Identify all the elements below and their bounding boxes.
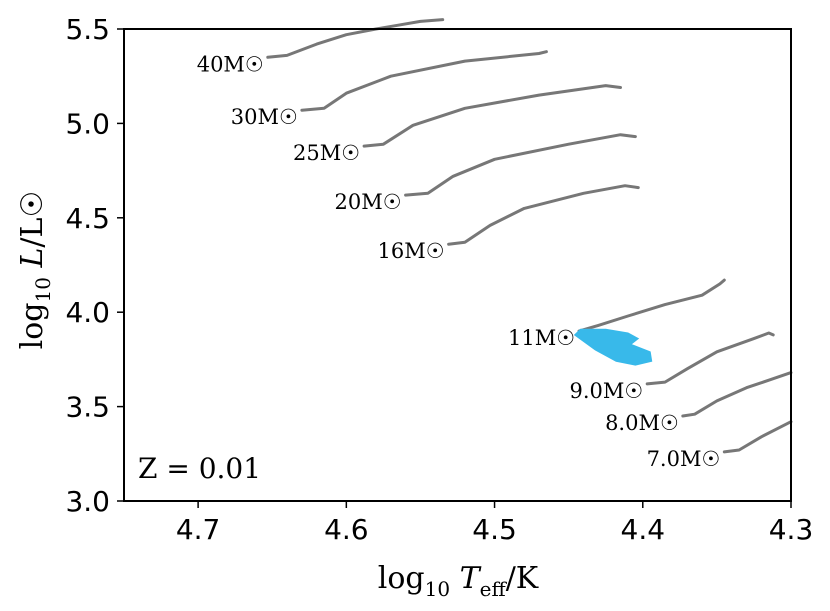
track-labels: 40M☉ 30M☉ 25M☉ 20M☉ 16M☉ 11M☉ 9.0M☉ 8.0M☉ 7.0M☉ <box>197 52 721 471</box>
x-tick-label: 4.4 <box>621 513 666 546</box>
track-label: 30M☉ <box>231 105 298 129</box>
track-line <box>577 278 726 333</box>
x-axis-ticks: 4.7 4.6 4.5 4.4 4.3 <box>176 501 813 546</box>
x-axis-label: log10 Teff/K <box>378 561 539 601</box>
track-label: 16M☉ <box>378 239 445 263</box>
track-label: 40M☉ <box>197 52 264 76</box>
track-line <box>447 184 640 246</box>
y-axis-ticks: 3.0 3.5 4.0 4.5 5.0 5.5 <box>65 13 124 518</box>
track-label: 25M☉ <box>293 141 360 165</box>
y-tick-label: 3.5 <box>65 391 110 424</box>
evolutionary-tracks <box>266 18 793 454</box>
track-label: 8.0M☉ <box>605 411 679 435</box>
y-tick-label: 4.5 <box>65 202 110 235</box>
track-label: 20M☉ <box>335 190 402 214</box>
track-label: 7.0M☉ <box>647 447 721 471</box>
y-tick-label: 3.0 <box>65 485 110 518</box>
track-line <box>362 84 622 148</box>
x-tick-label: 4.3 <box>769 513 814 546</box>
y-tick-label: 4.0 <box>65 296 110 329</box>
track-line <box>300 50 548 112</box>
metallicity-annotation: Z = 0.01 <box>138 452 261 485</box>
track-label: 11M☉ <box>508 326 575 350</box>
track-line <box>722 420 793 454</box>
instability-region <box>573 328 653 366</box>
plot-frame <box>123 28 792 502</box>
y-tick-label: 5.0 <box>65 107 110 140</box>
track-label: 9.0M☉ <box>569 379 643 403</box>
x-tick-label: 4.5 <box>472 513 517 546</box>
track-line <box>681 371 793 418</box>
track-line <box>404 133 637 197</box>
y-axis-label: log10 L/L☉ <box>15 191 55 350</box>
track-line <box>645 331 775 386</box>
x-tick-label: 4.7 <box>176 513 221 546</box>
y-tick-label: 5.5 <box>65 13 110 46</box>
x-tick-label: 4.6 <box>324 513 369 546</box>
track-line <box>266 18 445 59</box>
